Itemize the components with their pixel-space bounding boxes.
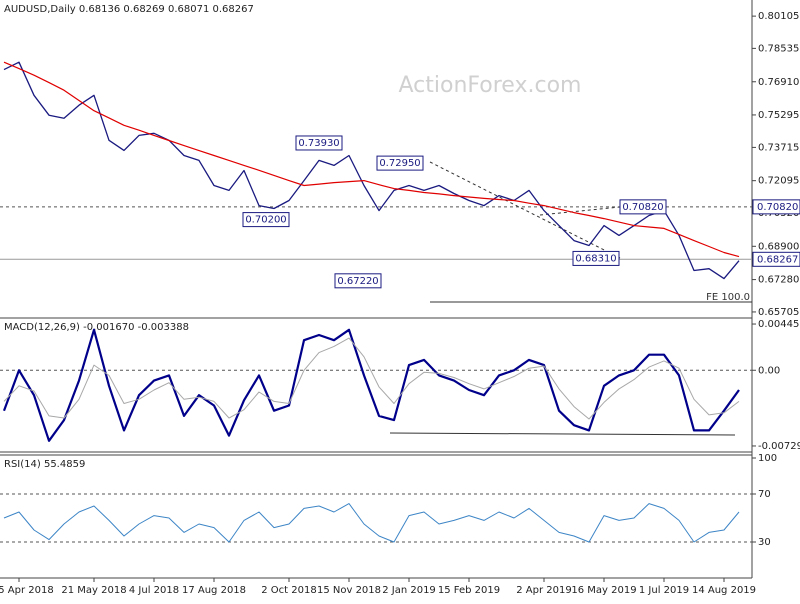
annotation-box [572,250,620,266]
watermark: ActionForex.com [399,73,582,98]
x-tick-label: 2 Jan 2019 [382,585,436,596]
y-tick-label: 0.00 [758,365,780,376]
y-tick-label: 0.76910 [758,77,799,88]
y-tick-label: 0.004456 [758,319,800,330]
series-line [2,328,740,442]
annotation-label: 0.70820 [622,202,663,213]
price-box [752,199,800,215]
price-box-label: 0.68267 [757,254,798,265]
y-tick-label: 100 [758,453,777,464]
annotation-label: 0.73930 [298,138,339,149]
x-tick-label: 16 May 2019 [571,585,636,596]
series-line [3,61,740,258]
annotation-box [376,155,424,171]
x-tick-label: 1 Jul 2019 [639,585,689,596]
annotation-box [295,135,343,151]
x-tick-label: 21 May 2018 [61,585,126,596]
annotation-label: 0.67220 [337,276,378,287]
x-tick-label: 2 Apr 2019 [516,585,571,596]
x-tick-label: 15 Feb 2019 [438,585,500,596]
y-tick-label: 0.78535 [758,43,799,54]
y-tick-label: 30 [758,537,771,548]
y-tick-label: 0.67280 [758,275,799,286]
y-tick-label: 70 [758,489,771,500]
annotation-box [242,212,290,228]
annotation-label: 0.70200 [245,215,286,226]
y-tick-label: -0.007298 [758,441,800,452]
background [0,0,752,600]
y-tick-label: 0.72095 [758,176,799,187]
panel-title: RSI(14) 55.4859 [4,459,85,470]
fe-label: FE 100.0 [706,292,750,303]
y-tick-label: 0.73715 [758,142,799,153]
series-line [3,337,740,420]
x-tick-label: 5 Apr 2018 [0,585,54,596]
price-box-label: 0.70820 [757,202,798,213]
series-line [3,503,740,543]
price-box [752,251,800,267]
panel-title: MACD(12,26,9) -0.001670 -0.003388 [4,322,189,333]
x-tick-label: 15 Nov 2018 [317,585,381,596]
x-tick-label: 17 Aug 2018 [182,585,246,596]
series-line [3,61,740,280]
y-tick-label: 0.65705 [758,307,799,318]
x-tick-label: 14 Aug 2019 [692,585,756,596]
support-line [389,432,736,436]
y-tick-label: 0.75295 [758,110,799,121]
trend-line [539,204,641,216]
annotation-box [619,199,667,215]
x-tick-label: 4 Jul 2018 [129,585,179,596]
annotation-box [334,273,382,289]
annotation-label: 0.68310 [575,253,616,264]
y-tick-label: 0.68900 [758,241,799,252]
y-tick-label: 0.80105 [758,11,799,22]
panel-title: AUDUSD,Daily 0.68136 0.68269 0.68071 0.6… [4,4,254,15]
x-tick-label: 2 Oct 2018 [261,585,316,596]
annotation-label: 0.72950 [379,158,420,169]
